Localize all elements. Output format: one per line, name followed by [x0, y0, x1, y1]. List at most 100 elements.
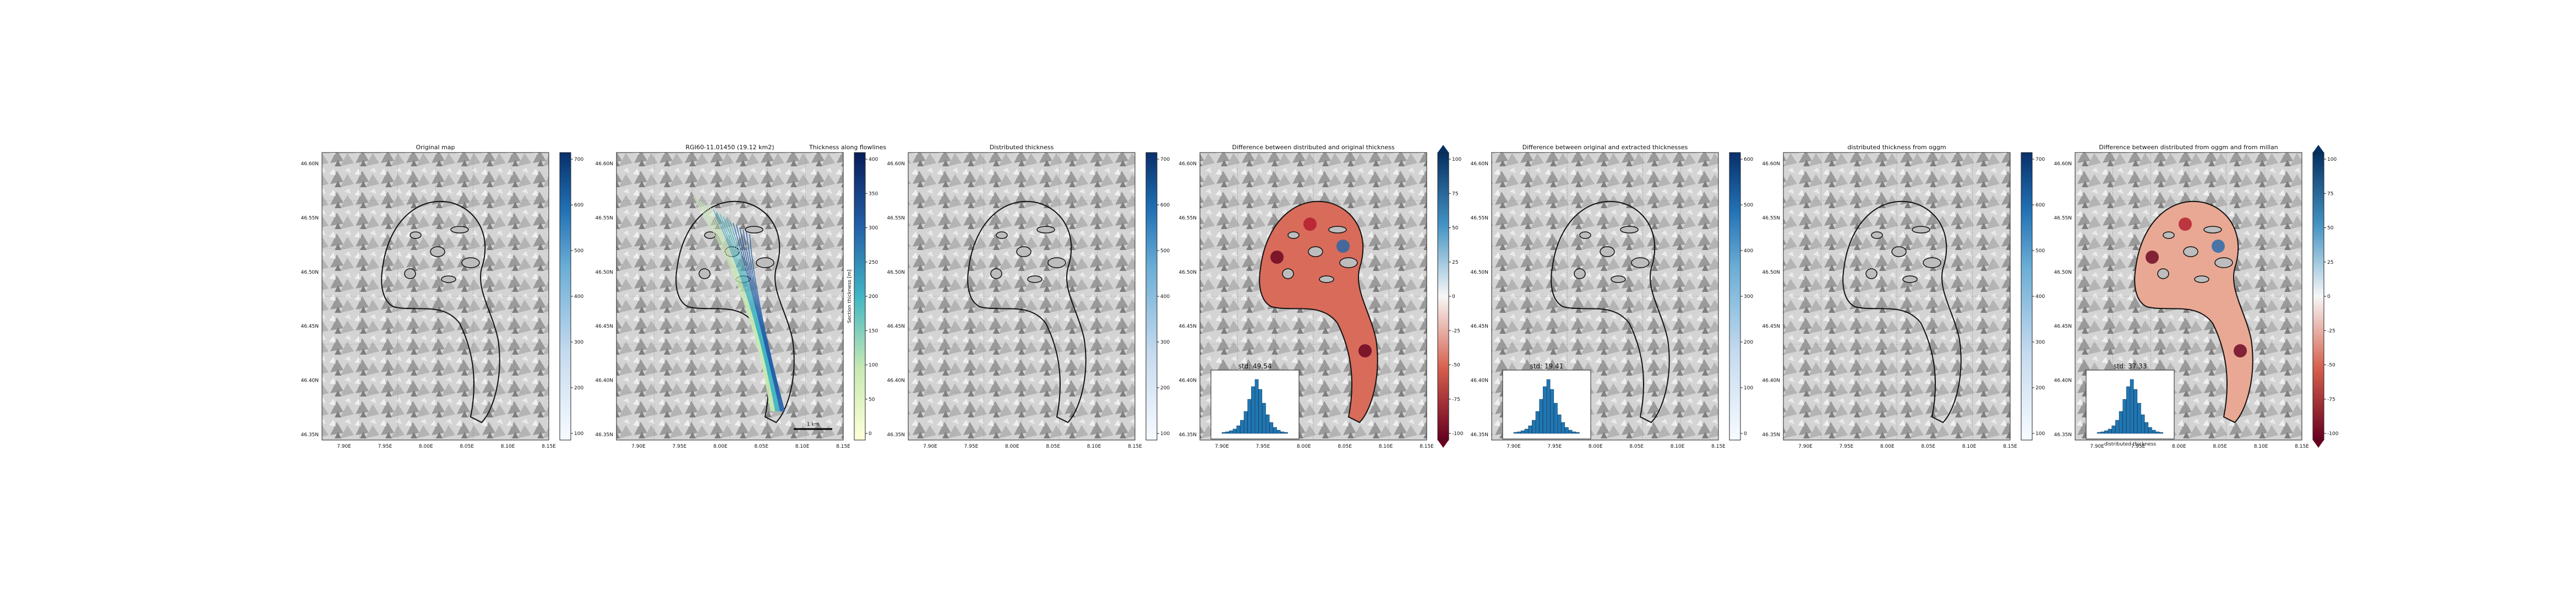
rock-outcrop [441, 275, 456, 283]
colorbar-tick-label: 100 [869, 363, 878, 368]
rock-outcrop [430, 246, 445, 257]
difference-patch [1336, 240, 1350, 253]
colorbar-tick-label: 0 [869, 431, 872, 437]
colorbar-tick-label: -75 [2327, 397, 2335, 403]
rock-outcrop [1600, 246, 1615, 257]
lat-tick-label: 46.45N [1471, 324, 1489, 329]
histogram-bar [2159, 432, 2163, 434]
lon-tick-label: 8.05E [754, 444, 768, 449]
lon-tick-label: 8.15E [1711, 444, 1726, 449]
histogram-bar [1557, 414, 1562, 434]
histogram-bar [2155, 431, 2160, 434]
lat-tick-label: 46.40N [596, 378, 614, 384]
difference-patch [2212, 240, 2225, 253]
scalebar-label: 1 km [807, 422, 820, 427]
histogram-bar [1276, 430, 1281, 434]
colorbar-tick-label: 500 [1744, 203, 1753, 208]
rock-outcrop [404, 268, 416, 279]
lat-tick-label: 46.50N [1762, 270, 1781, 275]
histogram-bar [1568, 430, 1573, 434]
histogram-bar [2108, 428, 2112, 434]
histogram-bar [1532, 420, 1536, 434]
histogram-bar [1247, 399, 1252, 434]
lon-tick-label: 8.15E [2003, 444, 2017, 449]
rock-outcrop [2194, 275, 2209, 283]
histogram-bar [1550, 389, 1554, 434]
histogram-bar [1535, 411, 1540, 434]
difference-patch [2234, 344, 2247, 357]
colorbar [1145, 152, 1158, 441]
histogram-bar [1517, 431, 1521, 434]
rock-outcrop [1631, 257, 1650, 268]
panel-title: distributed thickness from oggm [1847, 144, 1946, 151]
flowline [700, 200, 773, 412]
rock-outcrop [756, 257, 774, 268]
rock-outcrop [1339, 257, 1358, 268]
flowline [716, 211, 777, 412]
std-label: std: 49.54 [1238, 362, 1272, 370]
colorbar-tick-label: 0 [1744, 431, 1747, 437]
lon-tick-label: 8.05E [2213, 444, 2227, 449]
colorbar-tick-label: 100 [1160, 431, 1170, 437]
lat-tick-label: 46.55N [1179, 215, 1197, 221]
flowline [726, 218, 779, 412]
histogram-bar [2119, 411, 2123, 434]
flowline [696, 198, 772, 412]
panel-7: 46.60N 46.55N 46.50N 46.45N 46.40N 46.35N 7.90… [2054, 145, 2339, 449]
lon-tick-label: 8.10E [1962, 444, 1977, 449]
flowline [703, 203, 774, 412]
lat-tick-label: 46.50N [301, 270, 319, 275]
colorbar-tick-label: 600 [1160, 203, 1170, 208]
lat-tick-label: 46.45N [301, 324, 319, 329]
colorbar [2021, 152, 2033, 441]
rock-outcrop [1287, 231, 1300, 239]
lon-tick-label: 8.05E [1338, 444, 1352, 449]
lon-tick-label: 7.95E [964, 444, 979, 449]
lat-tick-label: 46.45N [887, 324, 905, 329]
difference-patch [1358, 344, 1372, 357]
glacier-outline [1259, 200, 1378, 424]
rock-outcrop [1865, 268, 1878, 279]
flowline [723, 216, 779, 412]
histogram-bar [1524, 428, 1529, 434]
rock-outcrop [2183, 246, 2198, 257]
lon-tick-label: 7.95E [673, 444, 687, 449]
rock-outcrop [704, 231, 716, 239]
rock-outcrop [1923, 257, 1941, 268]
colorbar-tick-label: 700 [2035, 157, 2045, 162]
difference-patch [2179, 218, 2192, 231]
difference-patch [2146, 251, 2159, 264]
lat-tick-label: 46.35N [1471, 432, 1489, 438]
lon-tick-label: 7.95E [1256, 444, 1270, 449]
std-label: std: 19.41 [1530, 362, 1564, 370]
colorbar-tick-label: -100 [1452, 431, 1464, 437]
colorbar-tick-label: 200 [574, 386, 583, 391]
lon-tick-label: 8.00E [1297, 444, 1311, 449]
histogram-bar [2126, 386, 2130, 434]
lon-tick-label: 8.10E [795, 444, 810, 449]
histogram-bar [1513, 432, 1518, 434]
colorbar-tick-label: -50 [1452, 363, 1460, 368]
histogram-bar [1243, 411, 1248, 434]
colorbar-tick-label: 500 [2035, 248, 2045, 254]
rock-outcrop [2163, 231, 2175, 239]
panel-5: 46.60N 46.55N 46.50N 46.45N 46.40N 46.35N 7.90… [1471, 152, 1753, 449]
rock-outcrop [1871, 231, 1883, 239]
lon-tick-label: 8.10E [1379, 444, 1393, 449]
colorbar-tick-label: 50 [2327, 226, 2334, 231]
histogram-bar [1565, 427, 1569, 434]
lon-tick-label: 7.95E [1840, 444, 1854, 449]
lon-tick-label: 8.15E [1420, 444, 1434, 449]
colorbar [1437, 152, 1449, 441]
histogram-bar [1543, 386, 1547, 434]
lon-tick-label: 8.10E [1671, 444, 1685, 449]
histogram-bar [2100, 431, 2105, 434]
colorbar-tick-label: 350 [869, 191, 878, 197]
lat-tick-label: 46.45N [1179, 324, 1197, 329]
lon-tick-label: 8.10E [2254, 444, 2268, 449]
colorbar-label: Section thickness [m] [847, 269, 853, 323]
histogram-bar [1240, 420, 1244, 434]
lat-tick-label: 46.60N [1762, 161, 1781, 167]
glacier-outline [1842, 200, 1962, 424]
colorbar-extend-bottom [1438, 440, 1449, 448]
